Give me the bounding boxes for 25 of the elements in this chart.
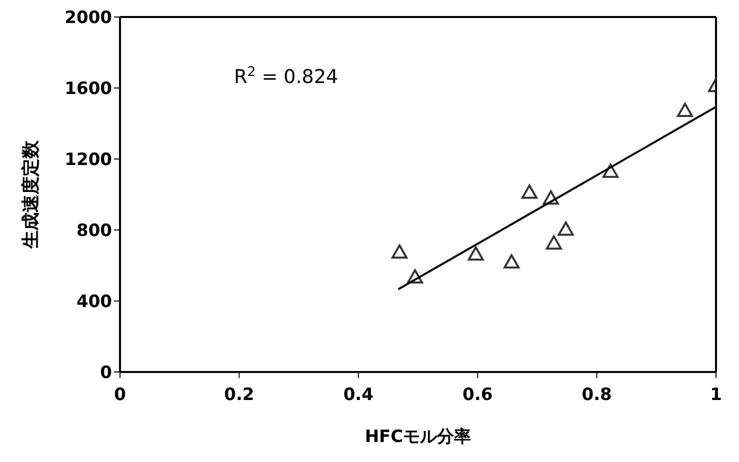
- x-tick-label: 0: [114, 385, 126, 406]
- y-tick-label: 2000: [64, 8, 112, 28]
- annotation: R$^{2}$ = 0.824: [234, 64, 338, 88]
- point: [542, 190, 559, 205]
- x-tick-label: 0.8: [582, 385, 612, 406]
- y-tick-label: 400: [76, 292, 112, 312]
- point: [392, 244, 408, 259]
- y-tick-label: 0: [100, 363, 112, 384]
- x-axis-title: HFCモル分率: [364, 427, 472, 447]
- point: [602, 164, 619, 178]
- point: [677, 102, 694, 117]
- y-tick-label: 800: [76, 221, 112, 242]
- point: [521, 184, 538, 199]
- point: [504, 254, 520, 269]
- point: [468, 246, 484, 261]
- x-tick-label: 1: [710, 385, 722, 406]
- y-tick-label: 1600: [64, 79, 112, 100]
- x-tick-label: 0.4: [343, 385, 374, 406]
- x-tick-label: 0.2: [224, 385, 254, 406]
- point: [407, 269, 424, 284]
- y-axis-title: 生成速度定数: [20, 140, 42, 250]
- point: [546, 235, 562, 250]
- x-tick-label: 0.6: [462, 385, 493, 406]
- point: [558, 221, 574, 236]
- y-tick-label: 1200: [64, 150, 112, 170]
